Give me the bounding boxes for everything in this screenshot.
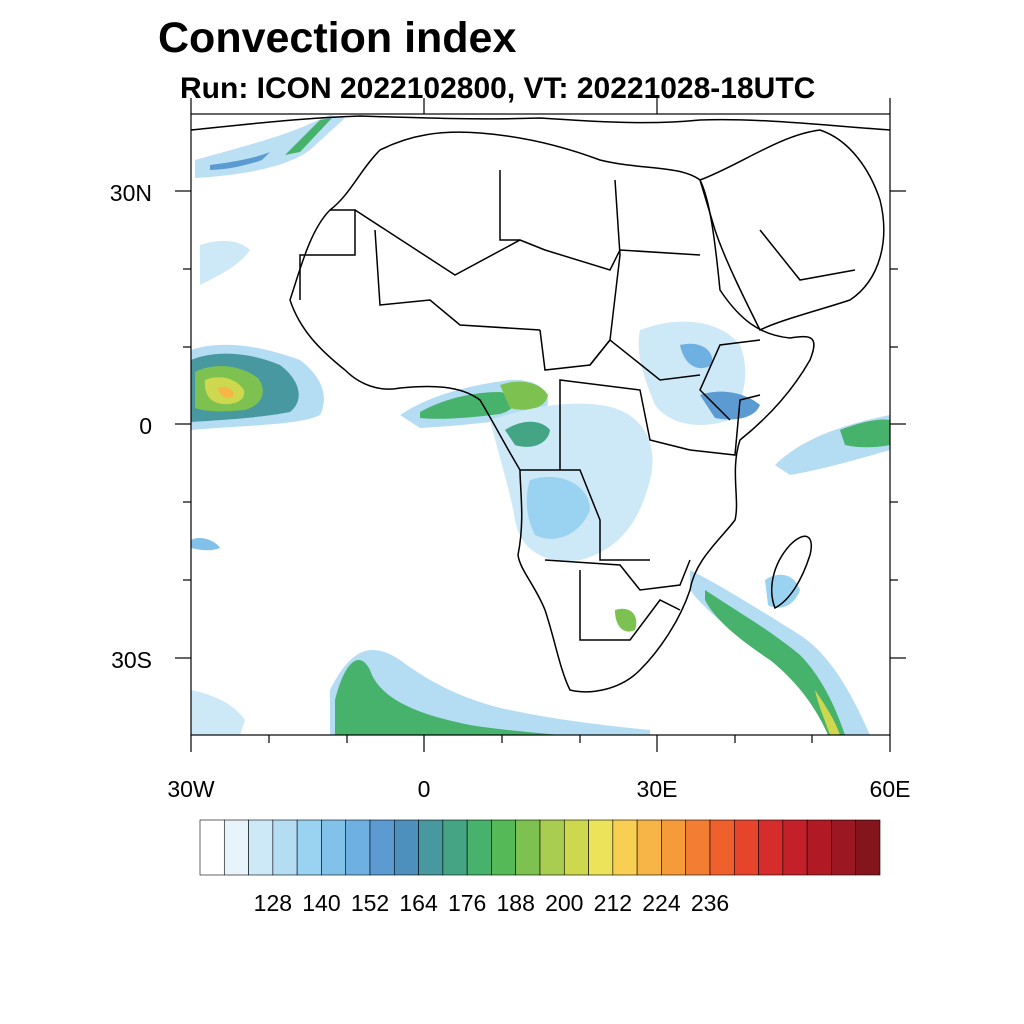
colorbar-box [466, 819, 492, 876]
field-patch [705, 590, 845, 735]
colorbar-box [223, 819, 249, 876]
field-patch [191, 690, 245, 735]
colorbar-box [345, 819, 371, 876]
border [499, 170, 520, 241]
field-patch [285, 118, 332, 155]
colorbar-box [685, 819, 711, 876]
colorbar-box [661, 819, 687, 876]
border [689, 394, 761, 456]
colorbar-box [563, 819, 589, 876]
axis-ticks [175, 98, 906, 752]
border [539, 329, 701, 381]
lon-label-0: 0 [417, 776, 431, 802]
colorbar-box [199, 819, 225, 876]
colorbar-box [369, 819, 395, 876]
border [354, 209, 701, 276]
colorbar-label: 152 [350, 890, 390, 916]
europe-coastline [191, 115, 890, 131]
colorbar-label: 236 [690, 890, 730, 916]
colorbar-box [733, 819, 759, 876]
colorbar-box [612, 819, 638, 876]
colorbar-label: 224 [642, 890, 681, 916]
colorbar-box [515, 819, 541, 876]
field-patch [500, 381, 548, 410]
colorbar-label: 212 [593, 890, 633, 916]
colorbar [199, 819, 881, 876]
colorbar-box [248, 819, 274, 876]
field-patch [615, 608, 637, 632]
border [759, 229, 856, 281]
colorbar-box [321, 819, 347, 876]
coastlines [191, 115, 890, 693]
lon-label-60e: 60E [869, 776, 911, 802]
field-patch [526, 476, 590, 539]
border [579, 570, 681, 641]
colorbar-box [539, 819, 565, 876]
colorbar-box [636, 819, 662, 876]
border [299, 209, 356, 300]
field-patch [815, 690, 840, 735]
colorbar-box [418, 819, 444, 876]
border [589, 179, 621, 366]
colorbar-label: 188 [496, 890, 535, 916]
colorbar-label: 128 [253, 890, 293, 916]
colorbar-label: 164 [399, 890, 438, 916]
colorbar-box [831, 819, 857, 876]
colorbar-box [272, 819, 298, 876]
lat-label-30n: 30N [109, 180, 152, 206]
border [544, 559, 691, 591]
colorbar-label: 140 [302, 890, 341, 916]
lat-label-30s: 30S [111, 647, 152, 673]
colorbar-box [806, 819, 832, 876]
africa-coastline [289, 131, 815, 693]
chart-subtitle: Run: ICON 2022102800, VT: 20221028-18UTC [180, 72, 816, 105]
field-patch [765, 574, 800, 608]
field-patch [200, 240, 250, 285]
field-patch [335, 660, 560, 735]
colorbar-box [855, 819, 881, 876]
field-patch [210, 152, 270, 170]
field-patch [420, 392, 515, 419]
field-patch [840, 419, 890, 448]
colorbar-box [758, 819, 784, 876]
colorbar-label: 176 [447, 890, 487, 916]
border [374, 229, 541, 331]
colorbar-box [393, 819, 419, 876]
lon-label-30e: 30E [636, 776, 678, 802]
field-patch [191, 537, 220, 551]
border [699, 339, 761, 421]
madagascar-coastline [771, 535, 812, 610]
colorbar-box [296, 819, 322, 876]
colorbar-box [442, 819, 468, 876]
chart-title: Convection index [158, 14, 517, 62]
convection-field [191, 115, 890, 735]
field-patch [505, 421, 550, 447]
lat-label-0: 0 [139, 413, 152, 439]
colorbar-box [782, 819, 808, 876]
colorbar-box [588, 819, 614, 876]
colorbar-box [709, 819, 735, 876]
field-patch [218, 387, 234, 398]
field-patch [680, 343, 713, 369]
border [559, 379, 691, 470]
colorbar-label: 200 [545, 890, 584, 916]
arabia-coastline [699, 129, 885, 332]
lon-label-30w: 30W [167, 776, 215, 802]
colorbar-box [491, 819, 517, 876]
